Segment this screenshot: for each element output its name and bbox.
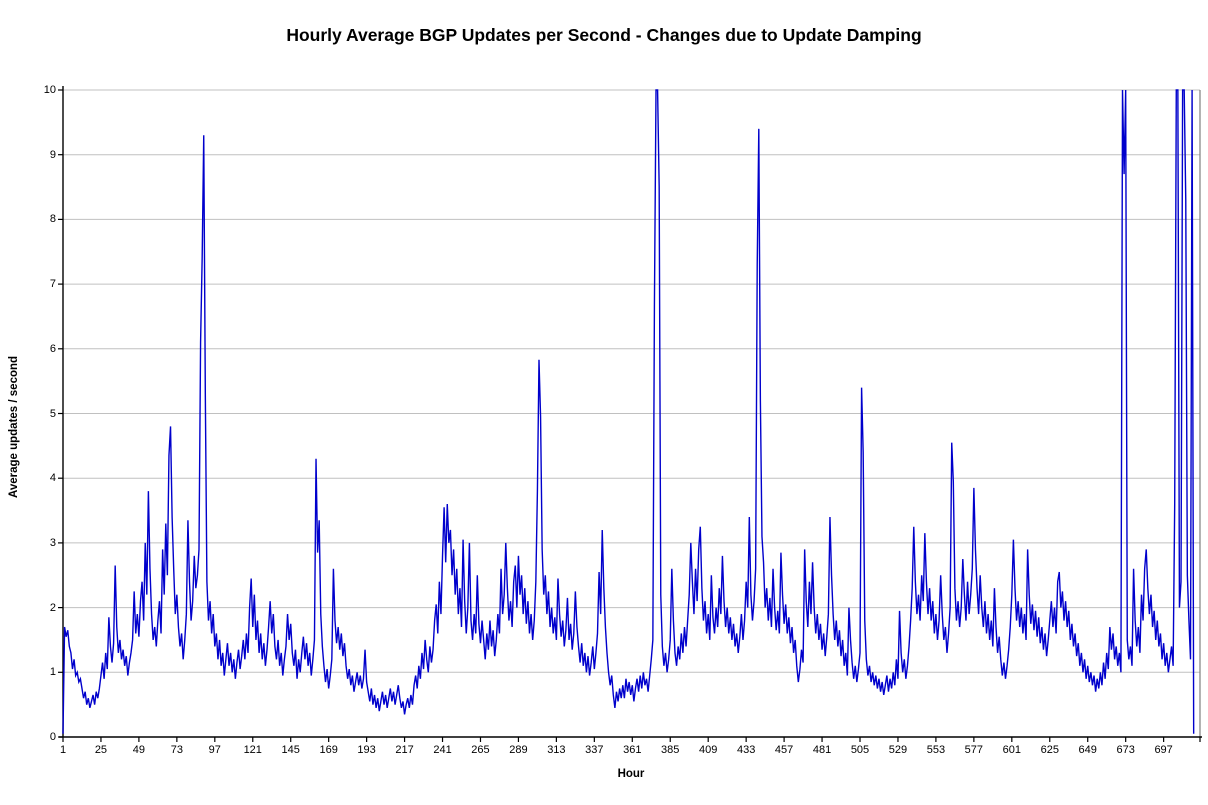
y-tick-label: 0 [49,731,56,743]
x-tick-label: 169 [319,744,338,756]
y-tick-label: 9 [49,148,56,161]
y-tick-label: 2 [49,601,56,614]
x-tick-label: 217 [395,744,414,756]
x-axis-title: Hour [617,768,645,780]
x-tick-label: 25 [94,744,108,756]
x-tick-label: 1 [59,744,67,756]
x-tick-label: 697 [1154,744,1173,756]
y-tick-label: 8 [49,213,56,226]
x-tick-label: 649 [1078,744,1097,756]
x-tick-label: 97 [208,744,221,756]
y-tick-label: 5 [49,407,56,420]
x-tick-label: 121 [243,744,262,756]
y-tick-label: 6 [49,342,56,355]
x-tick-label: 265 [471,744,490,756]
x-tick-label: 73 [170,744,183,756]
x-tick-label: 241 [433,744,452,756]
x-tick-label: 313 [547,744,566,756]
x-tick-label: 601 [1002,744,1021,756]
bgp-updates-series-line [62,89,1195,734]
x-tick-label: 409 [699,744,718,756]
x-tick-label: 49 [132,744,146,756]
x-tick-label: 625 [1040,744,1059,756]
y-tick-label: 7 [49,278,56,291]
x-tick-label: 481 [812,744,832,756]
x-tick-label: 433 [736,744,756,756]
y-tick-label: 3 [49,536,56,549]
x-tick-label: 505 [850,744,870,756]
x-tick-label: 385 [661,744,680,756]
x-tick-label: 145 [281,744,300,756]
x-tick-label: 337 [585,744,604,756]
x-tick-label: 457 [774,744,794,756]
chart-title: Hourly Average BGP Updates per Second - … [286,25,922,45]
y-tick-label: 4 [49,472,56,485]
x-tick-label: 577 [964,744,984,756]
x-tick-label: 289 [509,744,528,756]
y-tick-label: 1 [49,666,56,679]
x-tick-label: 529 [888,744,908,756]
x-tick-label: 361 [623,744,642,756]
x-tick-label: 193 [357,744,376,756]
x-tick-label: 673 [1116,744,1135,756]
y-tick-label: 10 [43,84,56,96]
x-tick-label: 553 [926,744,946,756]
